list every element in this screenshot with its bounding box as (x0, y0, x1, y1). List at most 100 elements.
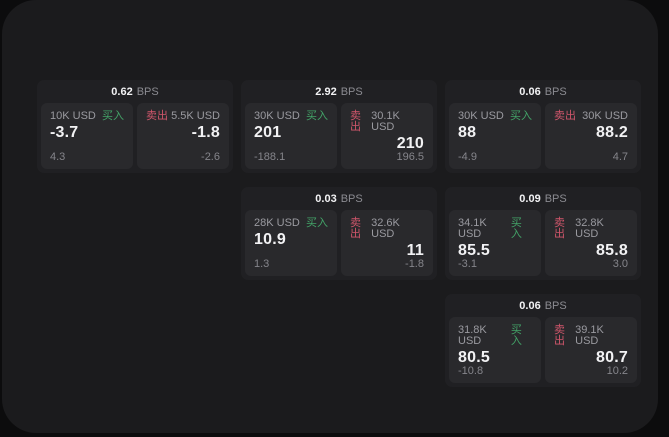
sell-panel[interactable]: 卖出 30.1K USD 210 196.5 (341, 103, 433, 169)
bps-header: 0.09 BPS (445, 187, 641, 210)
sell-label: 卖出 (554, 110, 576, 122)
panels: 34.1K USD 买入 85.5 -3.1 卖出 32.8K USD 85.8… (445, 210, 641, 280)
bps-unit: BPS (340, 192, 363, 205)
app-window: 0.62 BPS 10K USD 买入 -3.7 4.3 卖出 5.5K USD (2, 0, 658, 433)
sell-panel-top: 卖出 32.6K USD (350, 218, 424, 240)
sell-price: 210 (396, 135, 424, 152)
bps-value: 0.03 (315, 192, 337, 205)
sell-sub-value: 10.2 (606, 365, 628, 377)
panels: 10K USD 买入 -3.7 4.3 卖出 5.5K USD -1.8 -2.… (37, 103, 233, 173)
sell-price: 11 (406, 242, 424, 259)
buy-label: 买入 (102, 110, 124, 122)
panels: 28K USD 买入 10.9 1.3 卖出 32.6K USD 11 -1.8 (241, 210, 437, 280)
sell-panel-top: 卖出 39.1K USD (554, 325, 628, 347)
buy-sub-value: 1.3 (254, 258, 270, 270)
sell-panel[interactable]: 卖出 32.6K USD 11 -1.8 (341, 210, 433, 276)
buy-panel-top: 30K USD 买入 (458, 111, 532, 122)
buy-sub-value: -10.8 (458, 365, 484, 377)
bps-value: 0.62 (111, 85, 133, 98)
sell-sub-value: -2.6 (201, 151, 220, 163)
buy-price: 80.5 (458, 349, 490, 366)
sell-panel-top: 卖出 5.5K USD (146, 111, 220, 122)
sell-sub-value: 4.7 (612, 151, 628, 163)
buy-sub-value: 4.3 (50, 151, 66, 163)
sell-sub-value: 3.0 (612, 258, 628, 270)
buy-sub-value: -3.1 (458, 258, 477, 270)
sell-sub-value: -1.8 (405, 258, 424, 270)
bps-value: 2.92 (315, 85, 337, 98)
sell-amount: 39.1K USD (575, 324, 604, 347)
buy-sub-value: -4.9 (458, 151, 477, 163)
sell-panel[interactable]: 卖出 39.1K USD 80.7 10.2 (545, 317, 637, 383)
panels: 31.8K USD 买入 80.5 -10.8 卖出 39.1K USD 80.… (445, 317, 641, 387)
buy-label: 买入 (510, 324, 522, 347)
sell-label: 卖出 (350, 110, 361, 133)
quote-grid: 0.62 BPS 10K USD 买入 -3.7 4.3 卖出 5.5K USD (37, 80, 641, 387)
buy-amount: 30K USD (458, 110, 504, 122)
quote-card: 0.09 BPS 34.1K USD 买入 85.5 -3.1 卖出 32.8K… (445, 187, 641, 280)
sell-price: 80.7 (596, 349, 628, 366)
buy-panel[interactable]: 31.8K USD 买入 80.5 -10.8 (449, 317, 541, 383)
buy-panel[interactable]: 10K USD 买入 -3.7 4.3 (41, 103, 133, 169)
buy-price: 88 (458, 124, 477, 141)
quote-card: 2.92 BPS 30K USD 买入 201 -188.1 卖出 30.1K … (241, 80, 437, 173)
bps-header: 0.03 BPS (241, 187, 437, 210)
bps-header: 0.06 BPS (445, 80, 641, 103)
buy-price: -3.7 (50, 124, 79, 141)
sell-panel[interactable]: 卖出 32.8K USD 85.8 3.0 (545, 210, 637, 276)
buy-panel-top: 30K USD 买入 (254, 111, 328, 122)
bps-unit: BPS (544, 85, 567, 98)
quote-card: 0.03 BPS 28K USD 买入 10.9 1.3 卖出 32.6K US… (241, 187, 437, 280)
buy-price: 85.5 (458, 242, 490, 259)
buy-label: 买入 (510, 110, 532, 122)
sell-amount: 32.6K USD (371, 217, 400, 240)
panels: 30K USD 买入 201 -188.1 卖出 30.1K USD 210 1… (241, 103, 437, 173)
bps-header: 2.92 BPS (241, 80, 437, 103)
buy-panel[interactable]: 28K USD 买入 10.9 1.3 (245, 210, 337, 276)
bps-unit: BPS (136, 85, 159, 98)
sell-price: 88.2 (596, 124, 628, 141)
buy-label: 买入 (510, 217, 522, 240)
bps-unit: BPS (544, 299, 567, 312)
buy-price: 201 (254, 124, 282, 141)
sell-sub-value: 196.5 (396, 151, 424, 163)
buy-panel-top: 28K USD 买入 (254, 218, 328, 229)
bps-value: 0.09 (519, 192, 541, 205)
buy-panel[interactable]: 34.1K USD 买入 85.5 -3.1 (449, 210, 541, 276)
buy-sub-value: -188.1 (254, 151, 286, 163)
bps-header: 0.62 BPS (37, 80, 233, 103)
buy-panel-top: 10K USD 买入 (50, 111, 124, 122)
sell-amount: 30.1K USD (371, 110, 400, 133)
sell-amount: 32.8K USD (575, 217, 604, 240)
buy-panel-top: 34.1K USD 买入 (458, 218, 532, 240)
bps-unit: BPS (340, 85, 363, 98)
bps-value: 0.06 (519, 299, 541, 312)
sell-panel-top: 卖出 30K USD (554, 111, 628, 122)
buy-panel[interactable]: 30K USD 买入 201 -188.1 (245, 103, 337, 169)
sell-label: 卖出 (554, 324, 565, 347)
buy-label: 买入 (306, 110, 328, 122)
sell-label: 卖出 (146, 110, 168, 122)
sell-panel[interactable]: 卖出 5.5K USD -1.8 -2.6 (137, 103, 229, 169)
buy-amount: 10K USD (50, 110, 96, 122)
buy-panel-top: 31.8K USD 买入 (458, 325, 532, 347)
bps-unit: BPS (544, 192, 567, 205)
bps-header: 0.06 BPS (445, 294, 641, 317)
buy-price: 10.9 (254, 231, 286, 248)
buy-amount: 28K USD (254, 217, 300, 229)
quote-card: 0.06 BPS 31.8K USD 买入 80.5 -10.8 卖出 39.1… (445, 294, 641, 387)
sell-panel-top: 卖出 32.8K USD (554, 218, 628, 240)
sell-panel[interactable]: 卖出 30K USD 88.2 4.7 (545, 103, 637, 169)
sell-price: 85.8 (596, 242, 628, 259)
quote-card: 0.62 BPS 10K USD 买入 -3.7 4.3 卖出 5.5K USD (37, 80, 233, 173)
buy-amount: 34.1K USD (458, 217, 487, 240)
buy-amount: 31.8K USD (458, 324, 487, 347)
sell-price: -1.8 (191, 124, 220, 141)
buy-panel[interactable]: 30K USD 买入 88 -4.9 (449, 103, 541, 169)
sell-panel-top: 卖出 30.1K USD (350, 111, 424, 133)
quote-card: 0.06 BPS 30K USD 买入 88 -4.9 卖出 30K USD (445, 80, 641, 173)
sell-label: 卖出 (554, 217, 565, 240)
bps-value: 0.06 (519, 85, 541, 98)
buy-amount: 30K USD (254, 110, 300, 122)
sell-label: 卖出 (350, 217, 361, 240)
